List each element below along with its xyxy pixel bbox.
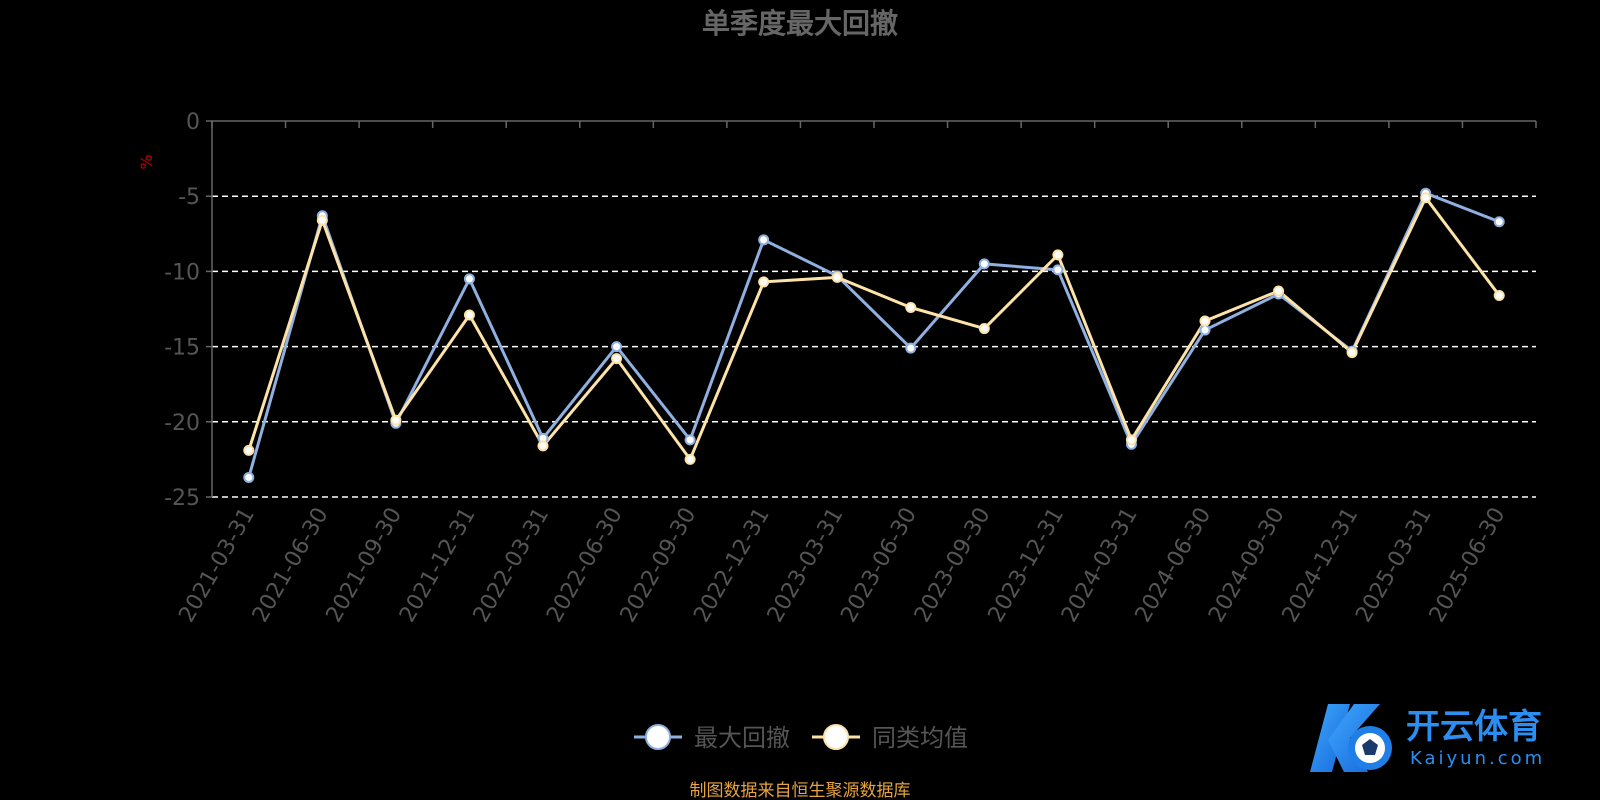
x-tick-label: 2023-09-30	[910, 503, 996, 626]
data-point-0[interactable]	[978, 258, 990, 270]
chart-title: 单季度最大回撤	[702, 7, 898, 40]
legend[interactable]: 最大回撤 同类均值	[634, 724, 968, 752]
source-note: 制图数据来自恒生聚源数据库	[690, 781, 911, 800]
data-point-1[interactable]	[1346, 347, 1358, 359]
x-tick-label: 2025-03-31	[1351, 504, 1437, 627]
grid-lines	[212, 195, 1536, 498]
data-point-1[interactable]	[1199, 315, 1211, 327]
svg-text:开云体育: 开云体育	[1406, 707, 1542, 747]
y-tick-label: 0	[186, 110, 200, 135]
x-tick-label: 2021-03-31	[174, 504, 260, 627]
x-tick-label: 2024-09-30	[1204, 504, 1290, 627]
y-tick-label: -20	[164, 411, 200, 436]
x-tick-label: 2022-06-30	[542, 504, 628, 627]
legend-marker-1	[823, 724, 849, 750]
x-tick-label: 2023-12-31	[984, 504, 1070, 627]
data-point-1[interactable]	[1052, 249, 1064, 261]
data-point-1[interactable]	[1420, 192, 1432, 204]
legend-item-0[interactable]: 最大回撤	[634, 724, 790, 752]
y-tick-label: -15	[164, 336, 200, 361]
series-line-1	[247, 196, 1501, 461]
legend-label-0: 最大回撤	[694, 724, 790, 752]
data-point-0[interactable]	[243, 471, 255, 483]
x-tick-label: 2022-12-31	[689, 504, 775, 627]
data-point-0[interactable]	[1199, 324, 1211, 336]
x-tick-label: 2024-06-30	[1131, 504, 1217, 627]
data-point-0[interactable]	[611, 341, 623, 353]
x-tick-label: 2024-03-31	[1057, 504, 1143, 627]
data-point-1[interactable]	[611, 353, 623, 365]
y-tick-label: -5	[178, 185, 200, 210]
data-point-1[interactable]	[1125, 434, 1137, 446]
y-tick-label: -25	[164, 486, 200, 511]
x-tick-labels: 2021-03-312021-06-302021-09-302021-12-31…	[174, 503, 1510, 626]
data-point-1[interactable]	[1493, 289, 1505, 301]
y-axis-label: %	[137, 154, 156, 169]
x-tick-label: 2023-06-30	[836, 504, 922, 627]
data-point-1[interactable]	[390, 414, 402, 426]
data-point-1[interactable]	[1273, 285, 1285, 297]
data-point-0[interactable]	[758, 234, 770, 246]
data-point-1[interactable]	[537, 440, 549, 452]
data-point-1[interactable]	[831, 271, 843, 283]
data-point-1[interactable]	[684, 453, 696, 465]
data-point-1[interactable]	[243, 444, 255, 456]
x-tick-label: 2022-03-31	[469, 504, 555, 627]
data-point-0[interactable]	[684, 434, 696, 446]
data-point-1[interactable]	[758, 276, 770, 288]
y-tick-labels: 0 -5 -10 -15 -20 -25	[164, 110, 200, 511]
x-tick-label: 2021-12-31	[395, 504, 481, 627]
data-point-1[interactable]	[978, 323, 990, 335]
x-tick-label: 2021-06-30	[248, 504, 334, 627]
kaiyun-watermark-logo: 开云体育 Kaiyun.com	[1310, 704, 1545, 772]
svg-text:Kaiyun.com: Kaiyun.com	[1410, 748, 1545, 769]
data-point-1[interactable]	[463, 309, 475, 321]
legend-label-1: 同类均值	[872, 724, 968, 752]
data-point-1[interactable]	[316, 214, 328, 226]
x-tick-label: 2023-03-31	[763, 504, 849, 627]
series	[243, 187, 1505, 483]
x-tick-label: 2021-09-30	[322, 504, 408, 627]
data-point-0[interactable]	[463, 273, 475, 285]
legend-marker-0	[645, 724, 671, 750]
data-point-0[interactable]	[1052, 264, 1064, 276]
data-point-0[interactable]	[1493, 216, 1505, 228]
x-tick-label: 2024-12-31	[1278, 504, 1364, 627]
data-point-0[interactable]	[905, 342, 917, 354]
legend-item-1[interactable]: 同类均值	[812, 724, 968, 752]
data-point-1[interactable]	[905, 301, 917, 313]
series-line-0	[247, 191, 1500, 478]
axes	[206, 120, 1537, 498]
x-tick-label: 2022-09-30	[616, 504, 702, 627]
y-tick-label: -10	[164, 260, 200, 285]
x-tick-label: 2025-06-30	[1425, 504, 1511, 627]
